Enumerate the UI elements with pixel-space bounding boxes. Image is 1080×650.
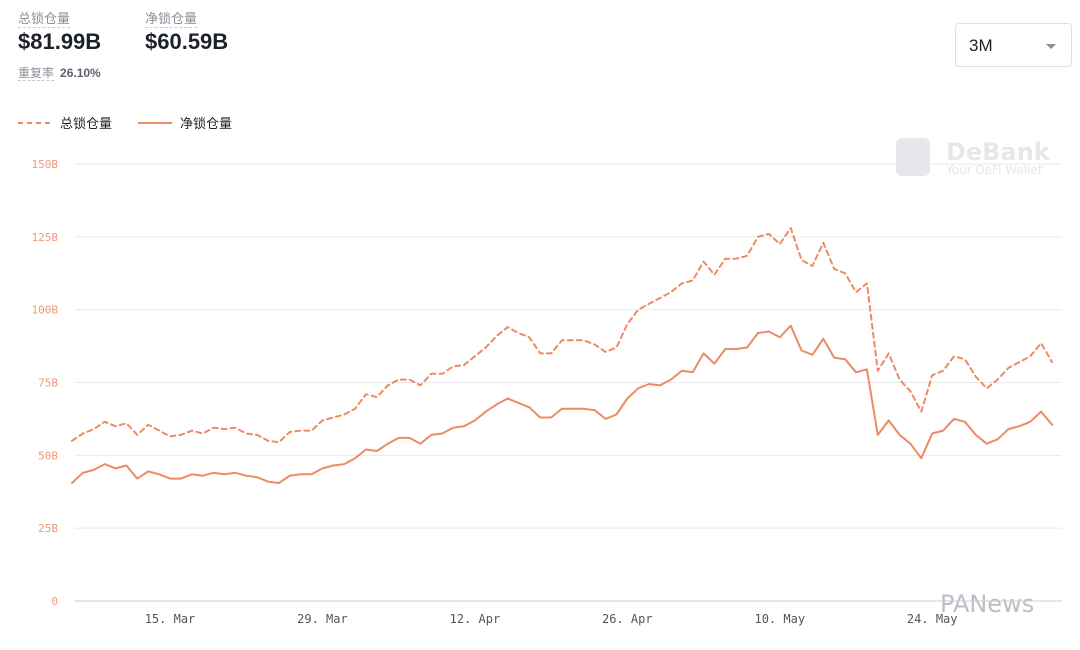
legend-label: 净锁仓量 bbox=[180, 116, 232, 132]
y-tick-label: 50B bbox=[38, 449, 58, 462]
logo-icon bbox=[896, 138, 930, 176]
y-tick-label: 125B bbox=[32, 231, 59, 244]
brand: DeBank bbox=[946, 138, 1051, 166]
series-line bbox=[71, 324, 1053, 484]
slogan: Your DeFi Wallet bbox=[945, 163, 1043, 177]
stat-label: 净锁仓量 bbox=[145, 11, 198, 28]
repeat-value: 26.10% bbox=[60, 66, 101, 80]
y-tick-label: 75B bbox=[38, 377, 58, 390]
range-dropdown[interactable]: 3M bbox=[955, 23, 1072, 67]
series-line bbox=[71, 227, 1053, 444]
x-tick-label: 10. May bbox=[754, 612, 805, 626]
debank-logo: DeBank Your DeFi Wallet bbox=[896, 138, 1051, 177]
y-tick-label: 0 bbox=[51, 595, 58, 608]
x-tick-label: 24. May bbox=[907, 612, 958, 626]
x-tick-label: 12. Apr bbox=[450, 612, 501, 626]
stat-value: $81.99B bbox=[18, 29, 102, 54]
repeat-label: 重复率 bbox=[18, 66, 55, 81]
range-value: 3M bbox=[969, 36, 993, 55]
plot: 0 25B 50B 75B 100B 125B 150B 15. Mar 29. Mar 12. … bbox=[18, 116, 1062, 626]
repeat-rate: 重复率 26.10% bbox=[18, 64, 101, 81]
source-watermark: PANews bbox=[940, 590, 1034, 618]
stat-value: $60.59B bbox=[145, 29, 229, 54]
x-tick-label: 29. Mar bbox=[297, 612, 348, 626]
x-tick-label: 15. Mar bbox=[145, 612, 196, 626]
y-tick-label: 100B bbox=[32, 304, 59, 317]
legend-label: 总锁仓量 bbox=[60, 116, 112, 132]
stat-label: 总锁仓量 bbox=[18, 11, 71, 28]
caret bbox=[1046, 44, 1056, 49]
y-tick-label: 150B bbox=[32, 158, 59, 171]
x-tick-label: 26. Apr bbox=[602, 612, 653, 626]
y-tick-label: 25B bbox=[38, 522, 58, 535]
